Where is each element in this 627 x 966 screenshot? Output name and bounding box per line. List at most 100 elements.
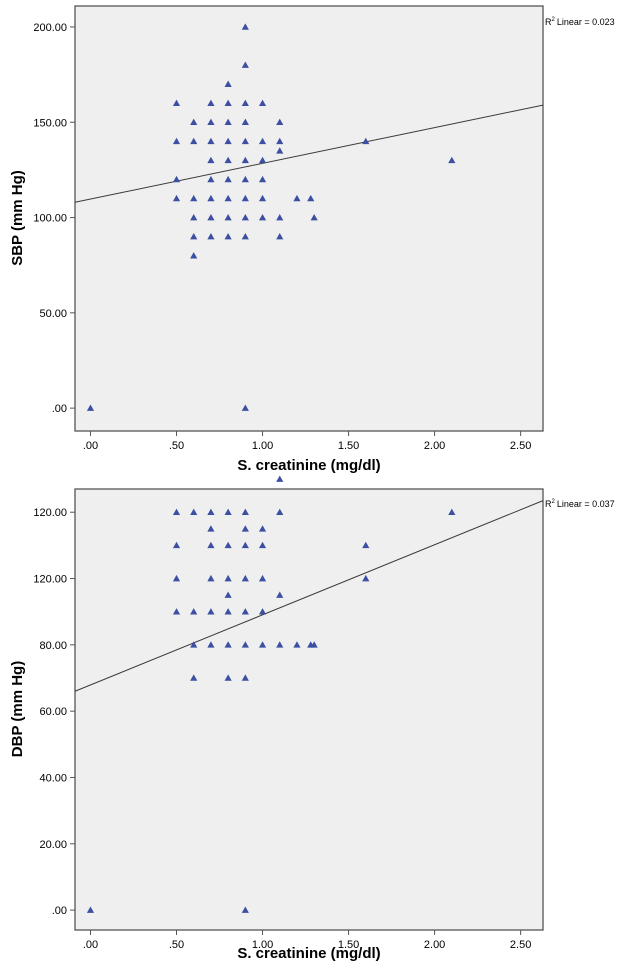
sbp-data-point — [276, 233, 284, 240]
dbp-plot-area — [74, 488, 544, 931]
sbp-data-point — [224, 233, 232, 240]
dbp-data-points — [86, 475, 456, 913]
sbp-y-tick-label: 200.00 — [33, 22, 67, 34]
dbp-data-point — [224, 674, 232, 681]
sbp-data-point — [241, 233, 249, 240]
sbp-data-point — [310, 213, 318, 221]
dbp-data-point — [448, 508, 456, 516]
dbp-data-point — [224, 608, 232, 615]
sbp-data-point — [207, 99, 215, 106]
dbp-data-point — [310, 641, 318, 648]
sbp-data-point — [241, 23, 249, 30]
sbp-x-axis: .00 .50 1.00 1.50 2.00 2.50 — [83, 431, 531, 452]
sbp-scatter-chart: .00 50.00 100.00 150.00 200.00 .00 .50 1… — [9, 5, 615, 474]
dbp-data-point — [241, 525, 249, 532]
sbp-data-point — [190, 137, 198, 145]
dbp-y-tick-label: 120.00 — [33, 507, 67, 519]
dbp-y-axis-title: DBP (mm Hg) — [9, 661, 26, 757]
sbp-x-tick-label: .00 — [83, 440, 98, 452]
sbp-x-axis-title: S. creatinine (mg/dl) — [237, 457, 380, 474]
sbp-y-axis-title: SBP (mm Hg) — [9, 170, 26, 266]
sbp-data-point — [190, 194, 198, 202]
sbp-data-point — [224, 80, 232, 87]
sbp-data-point — [258, 194, 267, 202]
dbp-data-point — [172, 608, 181, 615]
dbp-data-point — [276, 508, 284, 516]
sbp-data-point — [241, 194, 249, 202]
dbp-y-tick-label: 20.00 — [39, 839, 67, 851]
dbp-data-point — [293, 641, 301, 648]
dbp-r2-label: Linear = 0.037 — [557, 499, 615, 509]
dbp-data-point — [258, 608, 267, 615]
dbp-data-point — [258, 525, 267, 532]
dbp-x-tick-label: 2.00 — [424, 939, 445, 951]
sbp-x-tick-label: 2.00 — [424, 440, 445, 452]
sbp-y-tick-label: 50.00 — [39, 308, 67, 320]
dbp-x-axis-title: S. creatinine (mg/dl) — [237, 945, 380, 962]
sbp-y-tick-label: 100.00 — [33, 213, 67, 225]
sbp-data-point — [172, 175, 181, 183]
dbp-y-tick-label: 60.00 — [39, 706, 67, 718]
sbp-y-tick-label: .00 — [52, 403, 67, 415]
sbp-plot-area — [74, 5, 544, 432]
dbp-data-point — [190, 641, 198, 648]
dbp-data-point — [207, 508, 215, 516]
sbp-data-point — [190, 213, 198, 221]
dbp-data-point — [258, 641, 267, 648]
dbp-y-tick-label: 80.00 — [39, 640, 67, 652]
dbp-data-point — [224, 591, 232, 598]
sbp-data-point — [190, 118, 198, 126]
sbp-data-point — [241, 61, 249, 68]
sbp-r2-annotation: R2 Linear = 0.023 — [545, 17, 615, 27]
dbp-data-point — [224, 508, 232, 516]
sbp-data-point — [224, 213, 232, 221]
dbp-r2-prefix: R — [545, 499, 552, 509]
dbp-fit-line — [74, 500, 544, 692]
sbp-data-point — [207, 213, 215, 221]
dbp-data-point — [224, 574, 232, 582]
sbp-x-tick-label: 2.50 — [510, 440, 531, 452]
sbp-fit-line — [74, 104, 544, 203]
sbp-data-point — [241, 213, 249, 221]
sbp-data-point — [276, 147, 284, 154]
sbp-data-point — [276, 137, 284, 145]
dbp-data-point — [190, 508, 198, 516]
sbp-r2-superscript: 2 — [552, 17, 556, 23]
sbp-data-points — [86, 23, 456, 411]
dbp-data-point — [241, 541, 249, 549]
sbp-data-point — [172, 137, 181, 145]
dbp-data-point — [362, 541, 370, 549]
sbp-data-point — [224, 156, 232, 164]
sbp-y-axis: .00 50.00 100.00 150.00 200.00 — [33, 22, 75, 415]
sbp-x-tick-label: 1.00 — [252, 440, 273, 452]
sbp-data-point — [307, 194, 315, 202]
sbp-data-point — [241, 404, 249, 411]
sbp-data-point — [224, 175, 232, 183]
dbp-data-point — [241, 508, 249, 516]
dbp-y-tick-label: 40.00 — [39, 772, 67, 784]
sbp-data-point — [224, 194, 232, 202]
dbp-data-point — [207, 541, 215, 549]
dbp-data-point — [241, 641, 249, 648]
sbp-data-point — [172, 194, 181, 202]
dbp-data-point — [241, 674, 249, 681]
dbp-y-tick-label: 120.00 — [33, 574, 67, 586]
sbp-x-tick-label: .50 — [169, 440, 184, 452]
sbp-data-point — [207, 175, 215, 183]
sbp-data-point — [224, 118, 232, 126]
dbp-y-tick-label: .00 — [52, 905, 67, 917]
dbp-data-point — [207, 574, 215, 582]
sbp-data-point — [190, 233, 198, 240]
dbp-data-point — [86, 906, 95, 913]
sbp-data-point — [258, 137, 267, 145]
sbp-data-point — [241, 175, 249, 183]
dbp-data-point — [276, 475, 284, 482]
dbp-x-tick-label: 2.50 — [510, 939, 531, 951]
sbp-data-point — [207, 137, 215, 145]
dbp-data-point — [362, 574, 370, 582]
dbp-data-point — [258, 574, 267, 582]
dbp-data-point — [224, 641, 232, 648]
sbp-r2-label: Linear = 0.023 — [557, 17, 615, 27]
sbp-x-tick-label: 1.50 — [338, 440, 359, 452]
dbp-data-point — [258, 541, 267, 549]
